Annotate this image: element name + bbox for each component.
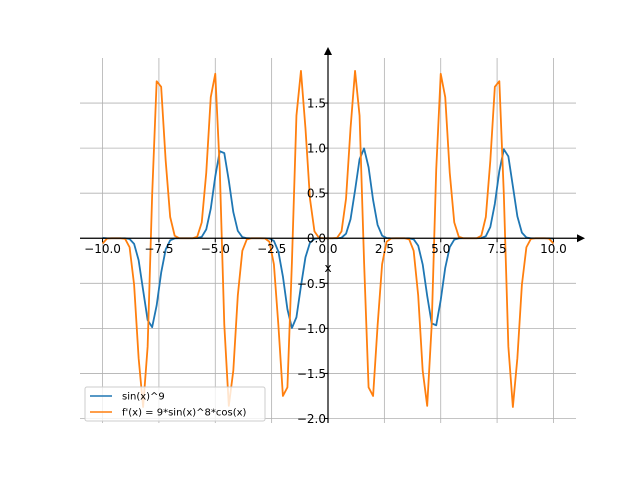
y-tick-label-7: 1.5 <box>307 97 326 111</box>
axes <box>80 47 585 423</box>
y-tick-label-3: −0.5 <box>297 277 326 291</box>
x-tick-label-2: −5.0 <box>201 242 230 256</box>
legend-label-sin9: sin(x)^9 <box>122 392 165 403</box>
legend: sin(x)^9 f'(x) = 9*sin(x)^8*cos(x) <box>84 386 266 422</box>
x-tick-label-7: 7.5 <box>488 242 507 256</box>
x-axis-arrow <box>577 234 585 243</box>
x-tick-label-1: −7.5 <box>144 242 173 256</box>
x-tick-label-4: 0.0 <box>318 242 337 256</box>
y-tick-label-0: −2.0 <box>297 412 326 426</box>
y-tick-label-6: 1.0 <box>307 142 326 156</box>
x-tick-label-6: 5.0 <box>431 242 450 256</box>
x-tick-label-3: −2.5 <box>257 242 286 256</box>
tick-labels: −10.0 −7.5 −5.0 −2.5 0.0 2.5 5.0 7.5 10.0 −2.0 −1.… <box>84 97 567 426</box>
y-tick-label-2: −1.0 <box>297 322 326 336</box>
y-axis-arrow <box>324 47 332 55</box>
legend-box <box>84 386 266 422</box>
y-tick-label-4: 0.0 <box>307 232 326 246</box>
legend-label-derivative: f'(x) = 9*sin(x)^8*cos(x) <box>122 408 247 419</box>
y-tick-label-5: 0.5 <box>307 187 326 201</box>
x-tick-label-5: 2.5 <box>375 242 394 256</box>
x-tick-label-8: 10.0 <box>540 242 567 256</box>
x-tick-label-0: −10.0 <box>84 242 121 256</box>
y-tick-label-1: −1.5 <box>297 367 326 381</box>
x-axis-label: x <box>324 261 331 275</box>
